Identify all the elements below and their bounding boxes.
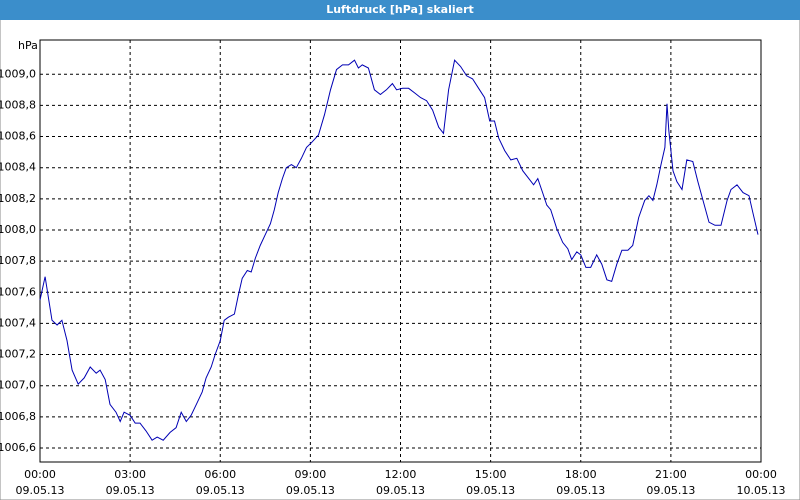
x-tick-label: 21:00: [655, 468, 687, 481]
data-line: [39, 59, 759, 441]
x-tick-label: 06:00: [204, 468, 236, 481]
y-tick-label: 1007,4: [0, 316, 36, 329]
y-tick-label: 1006,6: [0, 441, 36, 454]
y-tick-label: 1008,4: [0, 161, 36, 174]
y-tick-label: 1008,0: [0, 223, 36, 236]
chart-title: Luftdruck [hPa] skaliert: [326, 3, 474, 16]
x-tick-date: 10.05.13: [737, 484, 786, 497]
x-tick-date: 09.05.13: [286, 484, 335, 497]
x-tick-date: 09.05.13: [196, 484, 245, 497]
y-tick-label: 1006,8: [0, 410, 36, 423]
y-tick-label: 1008,8: [0, 98, 36, 111]
y-tick-label: 1007,8: [0, 254, 36, 267]
y-tick-label: 1007,0: [0, 379, 36, 392]
x-tick-label: 15:00: [475, 468, 507, 481]
x-tick-date: 09.05.13: [646, 484, 695, 497]
x-tick-label: 00:00: [24, 468, 56, 481]
y-tick-label: 1007,6: [0, 285, 36, 298]
y-tick-label: 1008,6: [0, 130, 36, 143]
x-tick-label: 12:00: [385, 468, 417, 481]
x-tick-date: 09.05.13: [556, 484, 605, 497]
x-tick-label: 09:00: [295, 468, 327, 481]
y-tick-label: 1008,2: [0, 192, 36, 205]
y-unit: hPa: [18, 39, 38, 52]
x-tick-date: 09.05.13: [106, 484, 155, 497]
title-bar: [0, 0, 800, 20]
x-tick-date: 09.05.13: [376, 484, 425, 497]
x-tick-label: 03:00: [114, 468, 146, 481]
x-tick-label: 00:00: [745, 468, 777, 481]
x-tick-date: 09.05.13: [466, 484, 515, 497]
y-tick-label: 1007,2: [0, 348, 36, 361]
y-tick-label: 1009,0: [0, 67, 36, 80]
x-tick-date: 09.05.13: [16, 484, 65, 497]
x-tick-label: 18:00: [565, 468, 597, 481]
